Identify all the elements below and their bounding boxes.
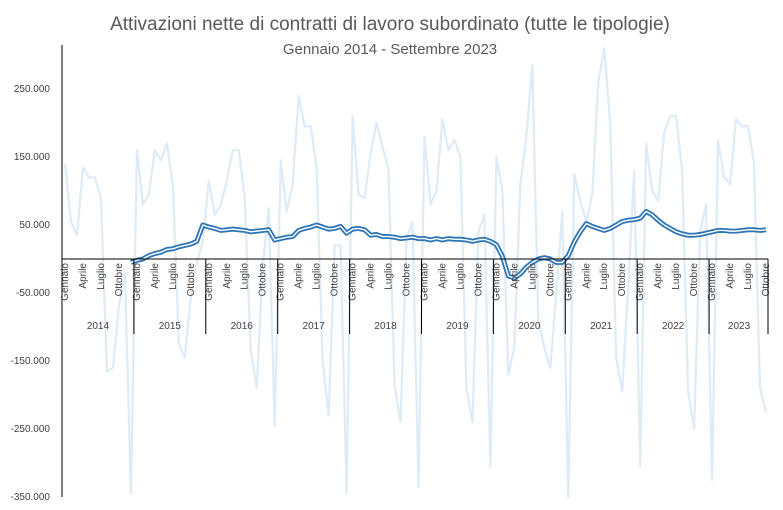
x-tick-label: Gennaio	[204, 263, 215, 301]
year-label: 2019	[446, 321, 469, 332]
x-tick-label: Gennaio	[276, 263, 287, 301]
x-tick-label: Ottobre	[473, 263, 484, 297]
y-tick-label: -50.000	[16, 288, 50, 299]
x-tick-label: Aprile	[509, 263, 520, 289]
x-tick-label: Ottobre	[689, 263, 700, 297]
year-label: 2020	[518, 321, 541, 332]
x-tick-label: Aprile	[725, 263, 736, 289]
x-tick-label: Aprile	[150, 263, 161, 289]
x-tick-label: Gennaio	[60, 263, 71, 301]
y-axis-labels: 250.000 150.000 50.000 -50.000 -150.000 -250.…	[11, 84, 51, 503]
x-tick-label: Gennaio	[635, 263, 646, 301]
year-label: 2017	[303, 321, 326, 332]
x-tick-label: Luglio	[168, 263, 179, 290]
x-tick-label: Gennaio	[707, 263, 718, 301]
y-tick-label: 150.000	[14, 152, 51, 163]
year-label: 2022	[662, 321, 685, 332]
x-tick-label: Gennaio	[563, 263, 574, 301]
x-tick-label: Luglio	[312, 263, 323, 290]
x-tick-label: Aprile	[366, 263, 377, 289]
y-tick-label: -350.000	[11, 492, 51, 503]
x-tick-label: Ottobre	[114, 263, 125, 297]
x-tick-label: Gennaio	[132, 263, 143, 301]
x-tick-label: Aprile	[222, 263, 233, 289]
year-label: 2015	[159, 321, 182, 332]
x-tick-label: Luglio	[96, 263, 107, 290]
year-label: 2023	[728, 321, 751, 332]
x-tick-label: Ottobre	[258, 263, 269, 297]
x-tick-label: Aprile	[437, 263, 448, 289]
x-tick-label: Luglio	[671, 263, 682, 290]
x-tick-label: Ottobre	[186, 263, 197, 297]
x-axis: Gennaio Aprile Luglio Ottobre Gennaio Aprile L…	[60, 45, 772, 497]
y-tick-label: 250.000	[14, 84, 51, 95]
x-tick-label: Gennaio	[419, 263, 430, 301]
x-tick-label: Gennaio	[348, 263, 359, 301]
year-label: 2014	[87, 321, 110, 332]
x-tick-label: Aprile	[294, 263, 305, 289]
year-label: 2021	[590, 321, 613, 332]
x-tick-label: Ottobre	[402, 263, 413, 297]
y-tick-label: -150.000	[11, 356, 51, 367]
x-tick-label: Aprile	[78, 263, 89, 289]
x-tick-label: Aprile	[653, 263, 664, 289]
series-line-monthly	[63, 47, 768, 499]
x-tick-label: Ottobre	[545, 263, 556, 297]
x-tick-label: Aprile	[581, 263, 592, 289]
chart-subtitle: Gennaio 2014 - Settembre 2023	[283, 41, 497, 58]
x-tick-label: Ottobre	[761, 263, 772, 297]
plot-area	[63, 47, 768, 499]
y-tick-label: 50.000	[19, 220, 50, 231]
x-tick-label: Luglio	[455, 263, 466, 290]
x-tick-label: Ottobre	[330, 263, 341, 297]
y-tick-label: -250.000	[11, 424, 51, 435]
x-tick-label: Ottobre	[617, 263, 628, 297]
x-tick-label: Gennaio	[491, 263, 502, 301]
x-tick-label: Luglio	[384, 263, 395, 290]
x-tick-label: Luglio	[743, 263, 754, 290]
x-tick-label: Luglio	[240, 263, 251, 290]
chart-title: Attivazioni nette di contratti di lavoro…	[110, 14, 670, 35]
x-tick-label: Luglio	[527, 263, 538, 290]
year-label: 2016	[231, 321, 254, 332]
x-tick-label: Luglio	[599, 263, 610, 290]
series-line-trend-inner	[130, 210, 767, 279]
year-label: 2018	[374, 321, 397, 332]
